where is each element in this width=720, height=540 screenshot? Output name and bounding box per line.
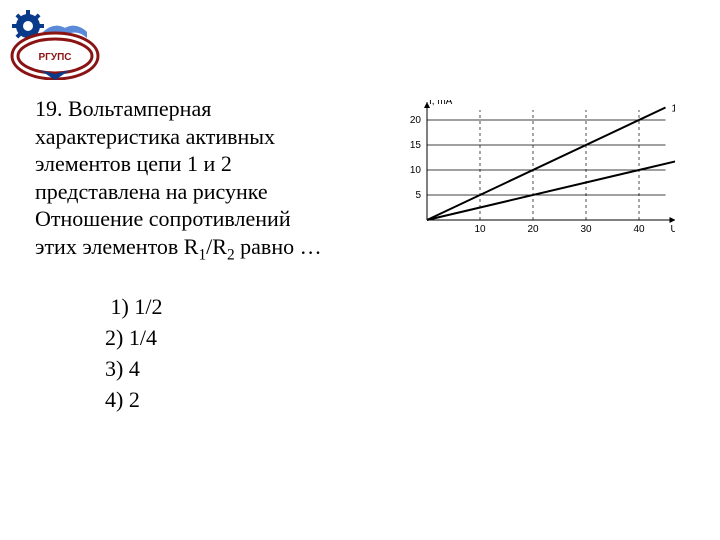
q-line-6-post: равно … xyxy=(235,234,322,259)
q-line-4: представлена на рисунке xyxy=(35,179,268,204)
svg-text:20: 20 xyxy=(410,115,422,126)
svg-text:20: 20 xyxy=(527,224,539,235)
svg-text:5: 5 xyxy=(415,190,421,201)
question-row: 19. Вольтамперная характеристика активны… xyxy=(35,95,685,264)
q-line-6-pre: этих элементов R xyxy=(35,234,198,259)
q-line-3: элементов цепи 1 и 2 xyxy=(35,151,232,176)
answer-4: 4) 2 xyxy=(105,387,140,412)
page: РГУПС 19. Вольтамперная характеристика а… xyxy=(0,0,720,540)
answer-3: 3) 4 xyxy=(105,356,140,381)
svg-text:1: 1 xyxy=(672,104,676,115)
svg-text:10: 10 xyxy=(410,165,422,176)
answer-2: 2) 1/4 xyxy=(105,325,157,350)
answers-block: 1) 1/2 2) 1/4 3) 4 4) 2 xyxy=(105,292,685,415)
q-sub-2: 2 xyxy=(227,246,235,263)
question-text: 19. Вольтамперная характеристика активны… xyxy=(35,95,385,264)
svg-text:U, B: U, B xyxy=(671,224,676,235)
q-line-6-mid: /R xyxy=(206,234,227,259)
svg-text:30: 30 xyxy=(580,224,592,235)
content-area: 19. Вольтамперная характеристика активны… xyxy=(35,95,685,415)
q-line-1: 19. Вольтамперная xyxy=(35,96,211,121)
svg-text:10: 10 xyxy=(474,224,486,235)
answer-1: 1) 1/2 xyxy=(111,294,163,319)
svg-text:40: 40 xyxy=(633,224,645,235)
chart-holder: 510152010203040I, mAU, B12 xyxy=(385,95,685,250)
iv-chart: 510152010203040I, mAU, B12 xyxy=(385,100,675,245)
svg-text:15: 15 xyxy=(410,140,422,151)
q-line-5: Отношение сопротивлений xyxy=(35,206,291,231)
q-line-2: характеристика активных xyxy=(35,124,275,149)
logo-text: РГУПС xyxy=(39,52,72,63)
svg-text:I, mA: I, mA xyxy=(429,100,453,107)
university-logo: РГУПС xyxy=(10,10,100,80)
